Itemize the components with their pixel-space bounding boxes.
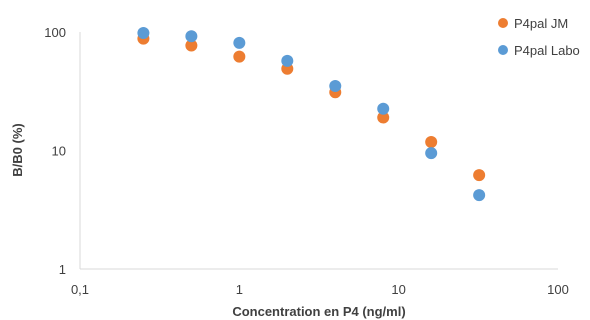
data-point-series-1 xyxy=(233,50,246,63)
y-tick-label: 1 xyxy=(59,262,66,277)
data-point-series-1 xyxy=(377,111,390,124)
data-point-series-2 xyxy=(185,30,198,43)
data-point-series-2 xyxy=(281,54,294,67)
data-point-series-1 xyxy=(185,39,198,52)
data-point-series-2 xyxy=(425,147,438,160)
x-tick-label: 100 xyxy=(547,282,569,297)
data-points xyxy=(137,27,486,202)
data-point-series-2 xyxy=(329,80,342,93)
legend-label: P4pal Labo xyxy=(514,43,580,58)
x-tick-label: 10 xyxy=(391,282,405,297)
y-tick-label: 10 xyxy=(52,144,66,159)
data-point-series-2 xyxy=(233,36,246,49)
legend-marker xyxy=(498,18,508,28)
x-tick-label: 0,1 xyxy=(71,282,89,297)
data-point-series-2 xyxy=(377,102,390,115)
legend-marker xyxy=(498,45,508,55)
y-axis-title: B/B0 (%) xyxy=(10,123,25,176)
x-tick-label: 1 xyxy=(236,282,243,297)
y-tick-labels: 1 10 100 xyxy=(44,25,66,277)
x-axis-title: Concentration en P4 (ng/ml) xyxy=(232,304,405,319)
chart-axes xyxy=(79,32,558,270)
y-tick-label: 100 xyxy=(44,25,66,40)
legend: P4pal JM P4pal Labo xyxy=(498,16,580,58)
data-point-series-2 xyxy=(137,27,150,40)
data-point-series-2 xyxy=(473,189,486,202)
legend-label: P4pal JM xyxy=(514,16,568,31)
data-point-series-1 xyxy=(425,135,438,148)
data-point-series-1 xyxy=(473,169,486,182)
x-tick-labels: 0,1 1 10 100 xyxy=(71,282,569,297)
